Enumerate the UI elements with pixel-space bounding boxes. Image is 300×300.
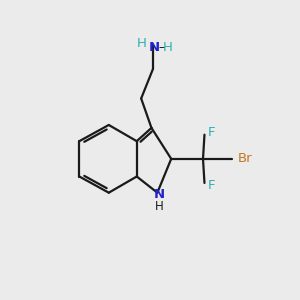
Text: H: H: [154, 200, 163, 213]
Text: N: N: [149, 41, 160, 54]
Text: F: F: [208, 126, 216, 139]
Text: –: –: [158, 41, 164, 54]
Text: N: N: [153, 188, 164, 201]
Text: H: H: [163, 41, 172, 54]
Text: H: H: [137, 37, 147, 50]
Text: F: F: [208, 179, 216, 192]
Text: Br: Br: [238, 152, 252, 165]
